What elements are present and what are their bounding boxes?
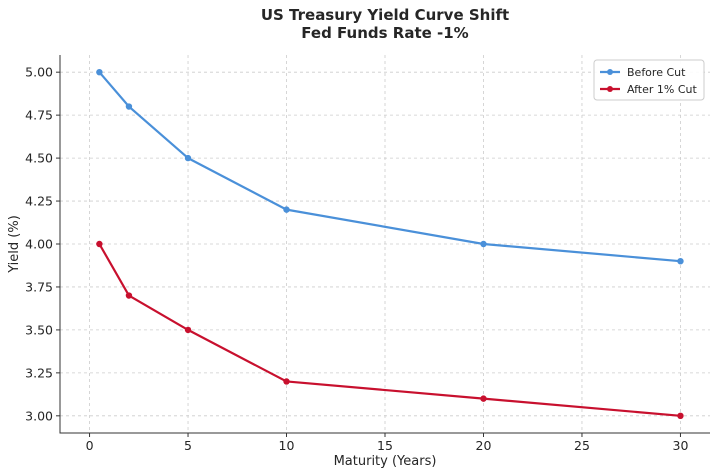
data-point-before-cut [283, 206, 290, 213]
series-layer [96, 68, 684, 420]
y-tick-label: 4.75 [25, 108, 53, 123]
series-after-1-cut [96, 240, 684, 420]
data-point-after-1-cut [677, 412, 684, 420]
y-tick-label: 4.00 [25, 237, 53, 252]
series-before-cut [96, 68, 684, 265]
data-point-before-cut [677, 257, 684, 265]
x-tick-label: 5 [184, 438, 192, 453]
data-point-after-1-cut [184, 326, 192, 334]
chart-title: US Treasury Yield Curve Shift [261, 6, 509, 24]
x-axis-label: Maturity (Years) [334, 454, 437, 469]
x-tick-label: 25 [574, 438, 590, 453]
y-tick-label: 3.50 [25, 322, 53, 337]
chart-subtitle: Fed Funds Rate -1% [301, 24, 468, 42]
axes [56, 55, 710, 437]
series-line-before-cut [98, 71, 682, 263]
x-tick-label: 10 [279, 438, 295, 453]
data-point-before-cut [480, 240, 487, 248]
tick-labels: 0 5 10 15 20 25 30 3.00 3.25 3.50 3.75 4.00 4.25 4.50… [25, 65, 688, 453]
x-tick-label: 20 [476, 438, 492, 453]
legend: Before Cut After 1% Cut [593, 59, 705, 101]
data-point-after-1-cut [283, 378, 290, 385]
y-tick-label: 3.00 [25, 408, 53, 423]
legend-marker-after-1-cut [607, 86, 613, 92]
y-tick-label: 4.25 [25, 194, 53, 209]
y-tick-label: 4.50 [25, 151, 53, 166]
legend-box [593, 59, 705, 101]
data-point-after-1-cut [480, 395, 487, 402]
data-point-before-cut [96, 68, 103, 76]
series-line-after-1-cut [98, 242, 682, 417]
legend-marker-before-cut [607, 69, 613, 75]
x-tick-label: 30 [673, 438, 689, 453]
x-tick-label: 0 [86, 438, 94, 453]
y-tick-label: 3.25 [25, 365, 53, 380]
y-axis-label: Yield (%) [7, 215, 22, 274]
data-point-before-cut [184, 154, 192, 162]
grid-lines [60, 55, 710, 433]
data-point-before-cut [125, 103, 133, 110]
data-point-after-1-cut [125, 292, 133, 299]
legend-label-after-1-cut: After 1% Cut [627, 83, 698, 96]
y-tick-label: 3.75 [25, 279, 53, 294]
axis-spines [59, 55, 710, 434]
legend-label-before-cut: Before Cut [627, 66, 686, 79]
y-tick-label: 5.00 [25, 65, 53, 80]
data-point-after-1-cut [96, 240, 103, 248]
x-tick-label: 15 [377, 438, 393, 453]
